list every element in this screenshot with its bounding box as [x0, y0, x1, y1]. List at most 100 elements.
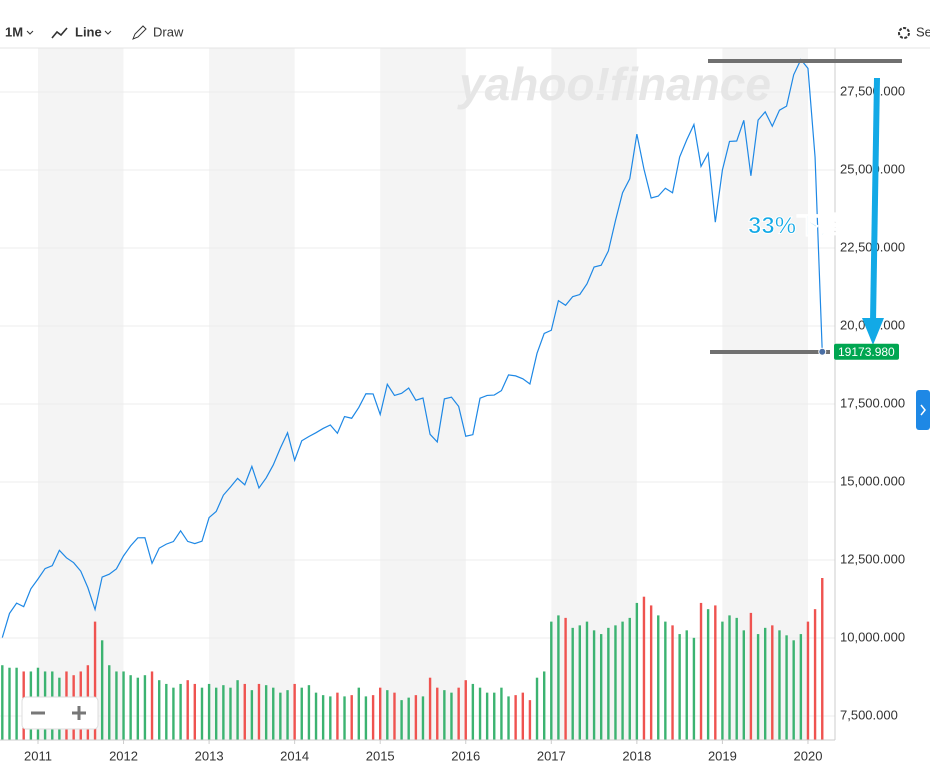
volume-bar	[236, 680, 239, 740]
volume-bar	[186, 680, 189, 740]
volume-bar	[136, 677, 140, 740]
volume-bar	[279, 692, 282, 740]
interval-button[interactable]: 1M	[5, 24, 23, 39]
volume-bar	[671, 625, 674, 740]
volume-bar	[699, 602, 703, 740]
volume-bar	[108, 665, 111, 740]
volume-bar	[443, 690, 446, 740]
volume-bar	[214, 687, 218, 740]
volume-bar	[635, 602, 639, 740]
volume-bar	[599, 634, 603, 740]
zoom-in[interactable]	[72, 706, 86, 720]
volume-bar	[728, 615, 731, 740]
x-tick-label: 2013	[195, 748, 224, 763]
volume-bar	[129, 675, 132, 740]
volume-bar	[250, 690, 254, 740]
volume-bar	[307, 685, 311, 740]
volume-bar	[813, 609, 817, 740]
volume-bar	[243, 683, 246, 740]
volume-bar	[414, 695, 418, 740]
volume-bar	[200, 687, 204, 740]
price-line	[1, 58, 823, 638]
caret	[104, 30, 112, 35]
volume-bar	[407, 697, 410, 740]
last-point	[818, 347, 827, 356]
volume-bar	[535, 677, 539, 740]
volume-bar	[257, 683, 261, 740]
volume-bar	[749, 612, 753, 740]
volume-bar	[350, 695, 353, 740]
volume-bar	[756, 634, 760, 740]
volume-bar	[507, 696, 510, 740]
year-band	[209, 48, 295, 740]
volume-bar	[300, 687, 303, 740]
volume-bar	[165, 683, 168, 740]
draw-button[interactable]: Draw	[153, 24, 184, 39]
volume-bar	[436, 687, 439, 740]
volume-bar	[172, 687, 175, 740]
volume-bar	[714, 605, 717, 740]
volume-bar	[122, 671, 125, 740]
volume-bar	[592, 630, 596, 740]
chart-type-button[interactable]: Line	[75, 24, 102, 39]
x-tick-label: 2015	[366, 748, 395, 763]
y-tick-label: 17,500.000	[840, 395, 905, 410]
drop-arrow	[870, 77, 880, 323]
volume-bar	[93, 621, 97, 740]
settings-button[interactable]: Se	[916, 24, 930, 39]
volume-bar	[821, 578, 824, 740]
volume-bar	[478, 687, 482, 740]
volume-bar	[543, 671, 546, 740]
arrow-head	[862, 318, 884, 345]
x-tick-label: 2012	[109, 748, 138, 763]
volume-bar	[585, 621, 589, 740]
y-tick-label: 7,500.000	[840, 707, 898, 722]
volume-bar	[222, 685, 225, 740]
volume-bar	[179, 683, 182, 740]
volume-bar	[550, 621, 553, 740]
volume-bar	[799, 634, 803, 740]
volume-bar	[607, 627, 610, 740]
volume-bar	[8, 667, 11, 740]
volume-bar	[571, 627, 574, 740]
volume-bar	[771, 625, 774, 740]
volume-bar	[521, 692, 525, 740]
settings-icon	[898, 27, 910, 39]
volume-bar	[336, 692, 339, 740]
volume-bar	[343, 696, 346, 740]
volume-bar	[628, 617, 631, 740]
volume-bar	[528, 700, 532, 740]
volume-bar	[721, 621, 724, 740]
volume-bar	[763, 627, 767, 740]
volume-bar	[678, 634, 681, 740]
volume-bar	[421, 696, 425, 740]
volume-bar	[115, 671, 118, 740]
volume-bar	[642, 596, 646, 740]
volume-bar	[229, 687, 232, 740]
side-tab[interactable]	[916, 390, 930, 430]
volume-bar	[100, 640, 104, 740]
x-tick-label: 2020	[794, 748, 823, 763]
volume-bar	[557, 615, 560, 740]
volume-bar	[158, 680, 161, 740]
volume-bar	[150, 671, 154, 740]
volume-bar	[371, 695, 375, 740]
volume-bar	[500, 687, 503, 740]
volume-bar	[806, 621, 810, 740]
volume-bar	[564, 617, 567, 740]
volume-bar	[364, 696, 368, 740]
volume-bar	[272, 687, 275, 740]
volume-bar	[15, 667, 18, 740]
volume-bar	[1, 665, 4, 740]
volume-bar	[400, 700, 403, 740]
volume-bar	[649, 605, 653, 740]
year-band	[37, 48, 124, 740]
volume-bar	[207, 683, 211, 740]
year-band	[380, 48, 466, 740]
volume-bar	[578, 625, 581, 740]
volume-bar	[664, 621, 667, 740]
volume-bar	[685, 630, 688, 740]
volume-bar	[393, 692, 396, 740]
volume-bar	[471, 683, 475, 740]
